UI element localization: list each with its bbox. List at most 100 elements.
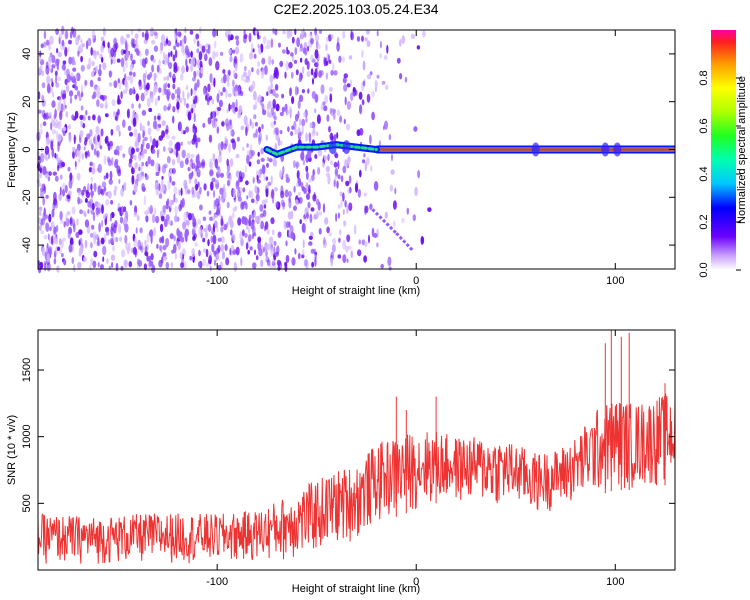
noise-speck xyxy=(187,212,192,221)
noise-speck xyxy=(85,191,91,199)
noise-speck xyxy=(107,41,110,49)
noise-speck xyxy=(299,57,303,63)
noise-speck xyxy=(156,243,159,249)
noise-speck xyxy=(394,187,397,195)
noise-speck xyxy=(197,219,202,225)
noise-speck xyxy=(197,168,200,173)
noise-speck xyxy=(157,95,160,101)
noise-speck xyxy=(262,109,267,116)
noise-speck xyxy=(146,82,150,91)
noise-speck xyxy=(171,158,176,166)
noise-speck xyxy=(179,252,183,260)
colorbar-tick-label: 0.0 xyxy=(698,262,710,277)
noise-speck xyxy=(366,74,372,80)
noise-speck xyxy=(410,33,415,40)
noise-speck xyxy=(202,237,206,243)
noise-speck xyxy=(252,262,257,269)
noise-speck xyxy=(83,256,87,263)
noise-speck xyxy=(266,162,269,168)
noise-speck xyxy=(190,88,193,97)
noise-speck xyxy=(325,72,329,80)
noise-speck xyxy=(102,245,107,256)
noise-speck xyxy=(207,223,212,233)
noise-speck xyxy=(105,199,110,206)
noise-speck xyxy=(373,233,378,238)
noise-speck xyxy=(272,27,275,35)
noise-speck xyxy=(53,236,58,244)
noise-speck xyxy=(392,220,396,228)
noise-speck xyxy=(130,74,133,85)
noise-speck xyxy=(50,78,53,83)
noise-speck xyxy=(327,174,331,185)
noise-speck xyxy=(256,96,260,103)
noise-speck xyxy=(65,84,69,90)
noise-speck xyxy=(93,234,96,245)
noise-speck xyxy=(346,258,349,263)
noise-speck xyxy=(161,256,164,264)
noise-speck xyxy=(115,124,121,132)
noise-speck xyxy=(364,241,368,248)
noise-speck xyxy=(141,150,145,159)
noise-speck xyxy=(162,52,166,59)
noise-speck xyxy=(136,215,140,221)
noise-speck xyxy=(185,84,189,91)
noise-speck xyxy=(343,84,348,92)
noise-speck xyxy=(265,134,268,141)
noise-speck xyxy=(99,133,102,143)
noise-speck xyxy=(60,219,64,224)
noise-speck xyxy=(244,65,247,72)
noise-speck xyxy=(245,242,249,251)
x-tick-label: 100 xyxy=(606,275,624,287)
noise-speck xyxy=(158,58,161,68)
noise-speck xyxy=(245,202,248,210)
noise-speck xyxy=(225,74,230,83)
noise-speck xyxy=(101,219,104,228)
noise-speck xyxy=(413,126,418,132)
noise-speck xyxy=(60,90,63,97)
noise-speck xyxy=(342,56,345,63)
noise-speck xyxy=(246,224,249,230)
noise-speck xyxy=(206,190,210,197)
noise-speck xyxy=(244,78,249,83)
noise-speck xyxy=(322,101,326,106)
noise-speck xyxy=(234,64,238,72)
noise-speck xyxy=(217,237,222,242)
noise-speck xyxy=(290,71,294,79)
noise-speck xyxy=(229,174,232,183)
noise-speck xyxy=(92,114,96,121)
noise-speck xyxy=(243,115,248,126)
noise-speck xyxy=(149,204,153,214)
noise-speck xyxy=(100,44,104,53)
noise-speck xyxy=(303,258,308,267)
noise-speck xyxy=(74,110,79,119)
noise-speck xyxy=(100,264,104,270)
noise-speck xyxy=(282,165,285,175)
noise-speck xyxy=(229,247,232,256)
noise-speck xyxy=(223,73,227,84)
noise-speck xyxy=(307,46,310,52)
noise-speck xyxy=(260,157,265,162)
noise-speck xyxy=(211,118,216,129)
noise-speck xyxy=(337,254,342,259)
noise-speck xyxy=(278,140,283,146)
noise-speck xyxy=(192,235,196,241)
noise-speck xyxy=(307,88,310,94)
noise-speck xyxy=(167,220,172,225)
noise-speck xyxy=(100,36,105,42)
noise-speck xyxy=(112,56,116,65)
noise-speck xyxy=(298,48,303,53)
noise-speck xyxy=(49,52,53,58)
noise-speck xyxy=(234,205,238,211)
noise-speck xyxy=(58,97,62,106)
noise-speck xyxy=(133,211,138,217)
noise-speck xyxy=(187,111,192,121)
noise-speck xyxy=(193,112,196,123)
noise-speck xyxy=(154,182,160,192)
noise-speck xyxy=(356,129,361,137)
noise-speck xyxy=(104,113,109,118)
noise-speck xyxy=(62,130,66,137)
noise-speck xyxy=(108,178,113,185)
noise-speck xyxy=(245,126,248,136)
noise-speck xyxy=(119,145,123,151)
noise-speck xyxy=(45,65,50,75)
